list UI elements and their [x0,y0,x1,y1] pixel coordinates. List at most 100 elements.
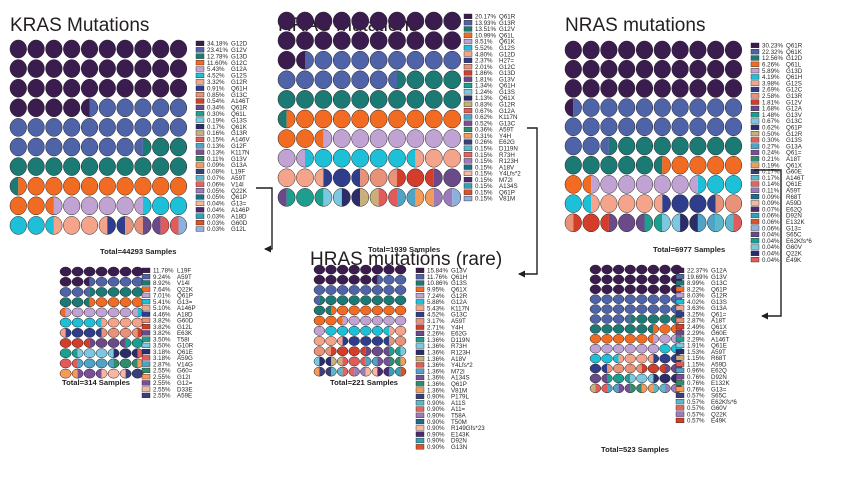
waffle-cell [600,59,618,79]
legend-swatch [415,343,425,349]
waffle-cell [116,196,134,216]
legend-label: G10R [177,343,194,350]
waffle-cell-part [648,383,654,393]
waffle-cell [564,40,582,60]
legend-swatch [195,168,205,175]
waffle-cell [659,274,671,285]
legend-swatch [675,349,685,355]
waffle-cell [9,216,27,235]
legend-pct: 0.06% [207,181,225,188]
waffle-cell-outline [383,336,395,346]
waffle-cell [635,117,654,137]
legend-label: G12A [786,106,803,113]
legend-label: G13R [499,20,516,27]
waffle-cell [27,98,45,118]
waffle-cell-part [591,194,600,213]
waffle-cell-outline [659,383,671,394]
waffle-cell [169,78,188,98]
legend-pct: 0.03% [207,220,225,227]
legend-swatch [463,158,473,164]
waffle-cell [600,98,618,117]
legend-label: G13V [451,268,468,275]
waffle-cell [9,98,27,118]
waffle-cell-part [65,307,72,317]
waffle-cell [314,31,333,50]
waffle-cell-part [707,213,716,232]
waffle-cell [618,213,636,233]
waffle-cell [59,297,72,308]
legend-swatch [750,162,760,168]
waffle-cell [624,343,636,354]
waffle-cell-split [83,297,96,308]
legend-label: Q61E [711,343,727,350]
waffle-cell-part [607,373,613,383]
waffle-cell-part [370,188,379,207]
waffle-cell-part [601,364,607,373]
waffle-cell [83,327,96,338]
waffle-cell-split [707,194,725,213]
arrow-head [761,312,768,320]
waffle-cell-part [53,196,63,215]
legend-label: A146V [231,137,250,144]
legend-swatch [141,267,151,274]
waffle-cell [443,109,462,129]
waffle-cell [564,175,582,194]
legend-pct: 3.98% [762,80,780,87]
waffle-panel: HRAS mutations20.17%Q61R13.93%G13R13.51%… [277,11,538,278]
legend-swatch [463,101,473,107]
legend-pct: 0.83% [475,102,493,109]
waffle-cell-outline [277,188,296,207]
waffle-cell [724,98,743,117]
waffle-cell [671,117,689,137]
waffle-cell [394,336,407,346]
legend-label: Q61X [786,162,802,169]
waffle-cell [313,274,326,285]
waffle-cell-split [659,363,671,374]
waffle-cell-outline [653,194,671,213]
waffle-cell-part [389,326,395,336]
waffle-cell [388,148,406,168]
waffle-cell [406,168,425,188]
waffle-cell-part [653,156,663,175]
waffle-cell-part [636,213,645,232]
legend-swatch [750,93,760,99]
legend-swatch [675,405,685,411]
waffle-cell [647,343,660,354]
waffle-cell-part [333,188,342,207]
legend-label: G12R [711,293,728,300]
waffle-cell-part [101,369,108,379]
legend-pct: 3.50% [153,336,171,343]
legend-swatch [675,380,685,386]
waffle-cell-split [325,346,337,357]
waffle-cell-outline [134,137,152,157]
legend-label: R73H [499,152,515,159]
waffle-cell-part [137,328,144,338]
legend-swatch [415,337,425,343]
waffle-cell [612,363,625,374]
waffle-cell-split [95,317,108,328]
waffle-cell-split [277,109,296,129]
legend-label: G12A [231,66,248,73]
waffle-cell [635,136,654,156]
waffle-cell-outline [383,356,395,367]
legend-swatch [415,412,425,418]
legend-label: Q22K [711,411,728,418]
waffle-cell-part [395,367,401,377]
waffle-cell [360,305,372,316]
legend-swatch [463,195,473,202]
waffle-cell [119,297,132,308]
chart-title: NRAS mutations [565,15,705,36]
waffle-cell [589,274,602,285]
waffle-cell [406,90,425,109]
waffle-cell [659,264,671,275]
legend-swatch [675,274,685,280]
legend-swatch [195,226,205,232]
legend-label: A146T [711,336,729,343]
waffle-cell [348,295,360,306]
waffle-cell [636,314,648,324]
waffle-cell-part [18,177,27,196]
legend-pct: 0.04% [762,232,780,239]
legend-swatch [141,317,151,324]
waffle-cell [360,325,372,336]
legend-swatch [463,70,473,76]
